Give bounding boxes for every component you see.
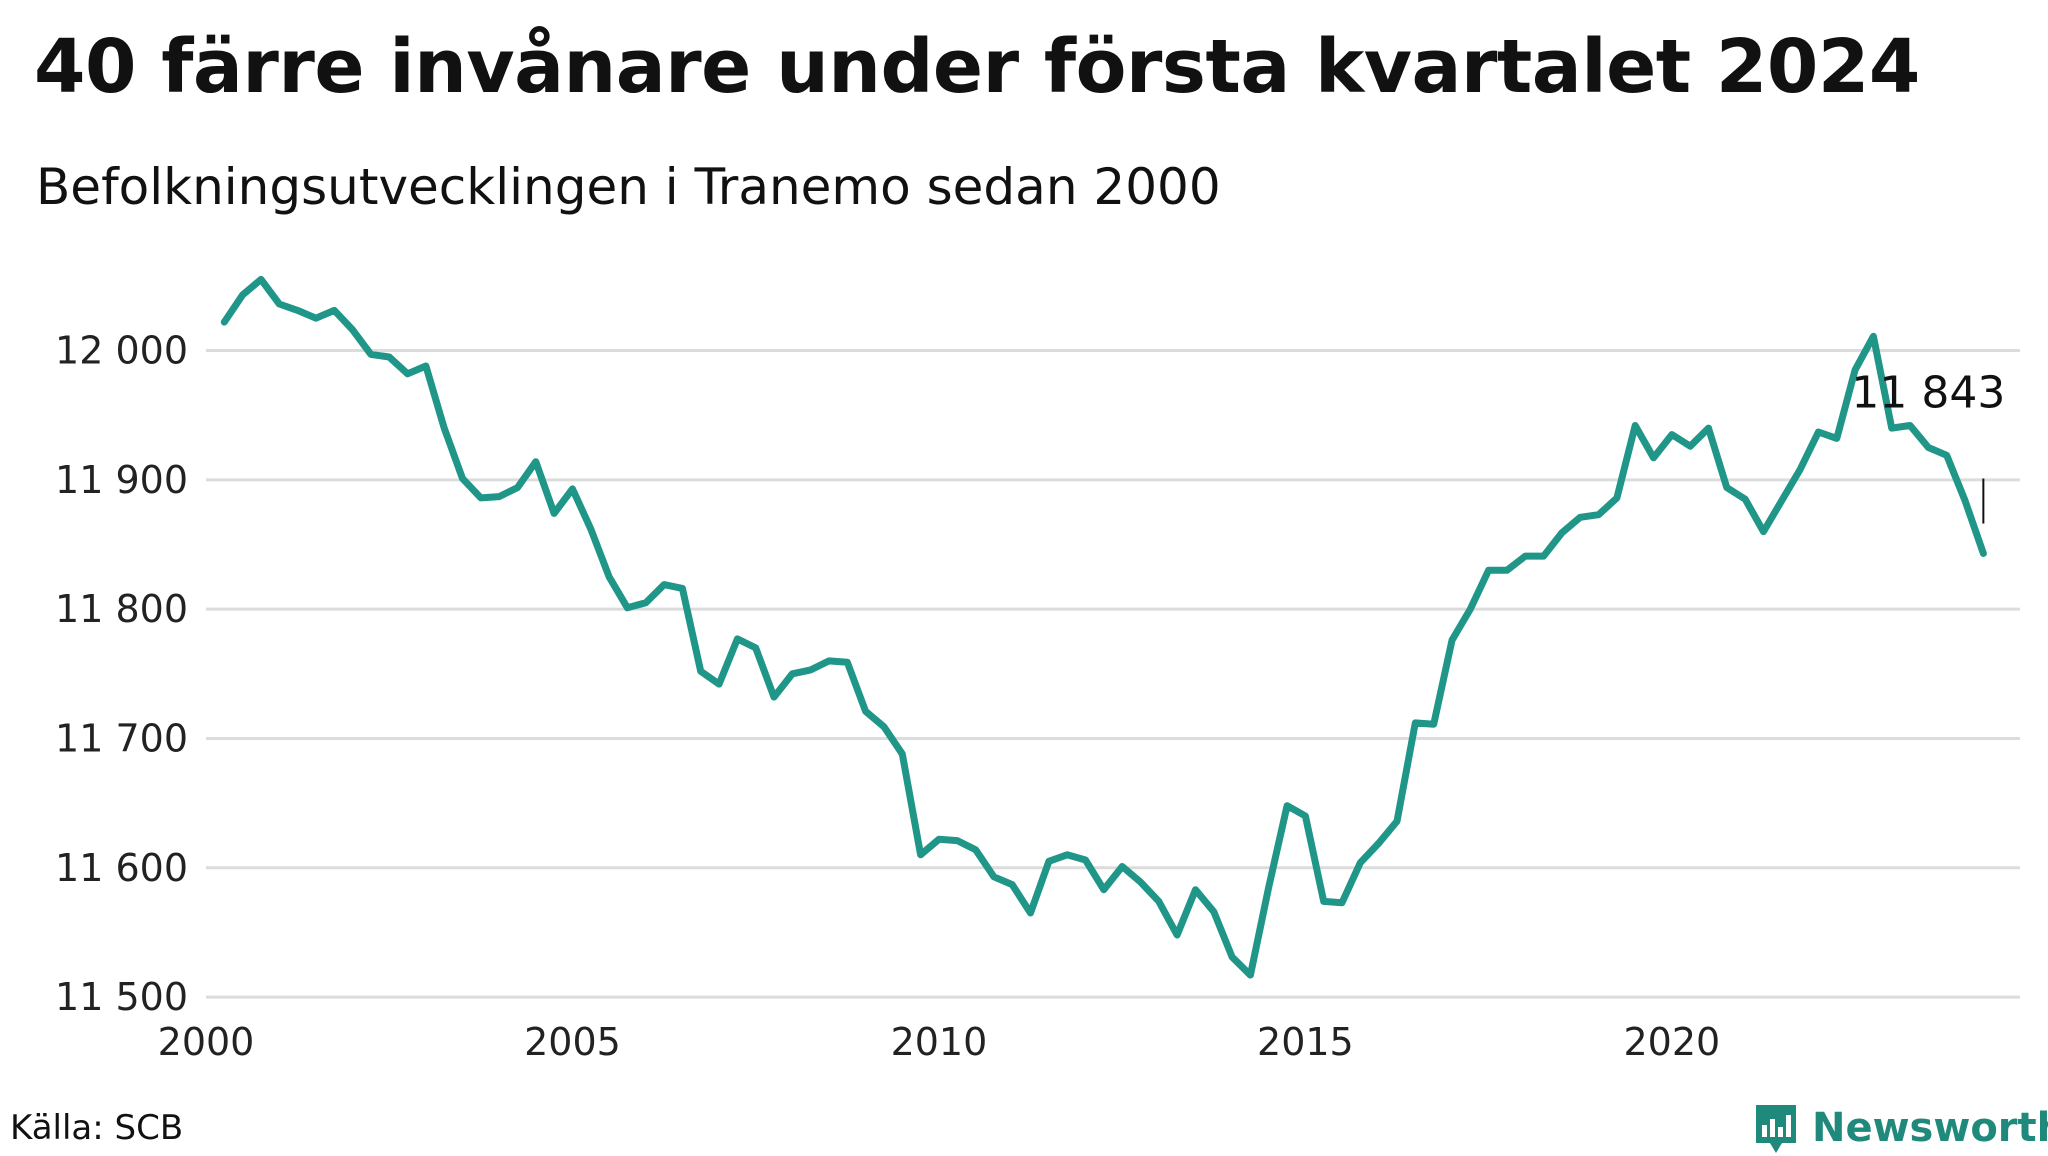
last-value-label: 11 843	[1851, 368, 2005, 419]
chart-title: 40 färre invånare under första kvartalet…	[34, 24, 1920, 110]
x-tick-label: 2010	[891, 1020, 988, 1064]
y-gridlines	[206, 349, 2020, 999]
y-tick-label: 11 600	[55, 846, 188, 890]
x-tick-label: 2000	[158, 1020, 255, 1064]
population-line	[220, 275, 1987, 979]
y-tick-label: 11 900	[55, 458, 188, 502]
y-tick-label: 12 000	[55, 329, 188, 373]
y-tick-label: 11 800	[55, 587, 188, 631]
y-tick-label: 11 700	[55, 716, 188, 760]
brand-logo: Newsworthy	[1754, 1100, 2048, 1156]
x-tick-label: 2005	[524, 1020, 621, 1064]
x-axis-ticks: 2000 2005 2010 2015 2020	[158, 1020, 1721, 1064]
x-tick-label: 2020	[1623, 1020, 1720, 1064]
source-note: Källa: SCB	[10, 1108, 184, 1148]
newsworthy-bar-chart-icon	[1756, 1105, 1796, 1153]
chart-subtitle: Befolkningsutvecklingen i Tranemo sedan …	[36, 158, 1221, 216]
x-tick-label: 2015	[1257, 1020, 1354, 1064]
y-tick-label: 11 500	[55, 975, 188, 1019]
y-axis-ticks: 11 500 11 600 11 700 11 800 11 900 12 000	[55, 329, 188, 1020]
brand-name: Newsworthy	[1812, 1105, 2048, 1151]
